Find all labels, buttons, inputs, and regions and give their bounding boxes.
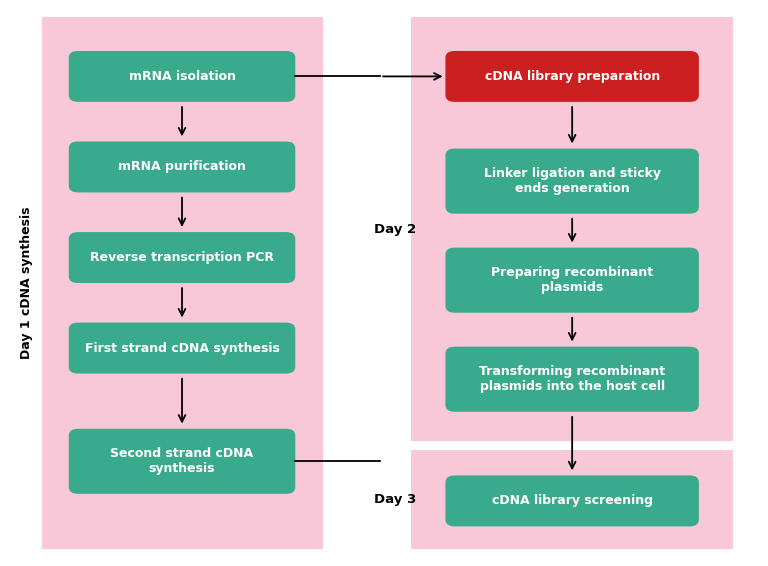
Text: cDNA library preparation: cDNA library preparation [485, 70, 660, 83]
Text: Day 1 cDNA synthesis: Day 1 cDNA synthesis [21, 207, 33, 359]
FancyBboxPatch shape [445, 51, 699, 102]
Text: mRNA purification: mRNA purification [118, 161, 246, 173]
FancyBboxPatch shape [68, 142, 295, 192]
Bar [411, 17, 733, 441]
Bar [411, 450, 733, 549]
FancyBboxPatch shape [68, 51, 295, 102]
FancyBboxPatch shape [445, 346, 699, 412]
Text: mRNA isolation: mRNA isolation [128, 70, 236, 83]
Text: Reverse transcription PCR: Reverse transcription PCR [90, 251, 274, 264]
Text: Transforming recombinant
plasmids into the host cell: Transforming recombinant plasmids into t… [479, 365, 665, 393]
Text: First strand cDNA synthesis: First strand cDNA synthesis [84, 342, 280, 354]
FancyBboxPatch shape [445, 475, 699, 526]
FancyBboxPatch shape [68, 323, 295, 374]
Text: Second strand cDNA
synthesis: Second strand cDNA synthesis [111, 447, 253, 475]
Text: Day 3: Day 3 [374, 493, 417, 506]
FancyBboxPatch shape [445, 248, 699, 312]
Text: cDNA library screening: cDNA library screening [492, 495, 653, 507]
FancyBboxPatch shape [445, 148, 699, 213]
Text: Day 2: Day 2 [375, 223, 416, 235]
Bar [42, 17, 323, 549]
Text: Linker ligation and sticky
ends generation: Linker ligation and sticky ends generati… [484, 167, 660, 195]
FancyBboxPatch shape [68, 429, 295, 494]
FancyBboxPatch shape [68, 232, 295, 283]
Text: Preparing recombinant
plasmids: Preparing recombinant plasmids [491, 266, 654, 294]
